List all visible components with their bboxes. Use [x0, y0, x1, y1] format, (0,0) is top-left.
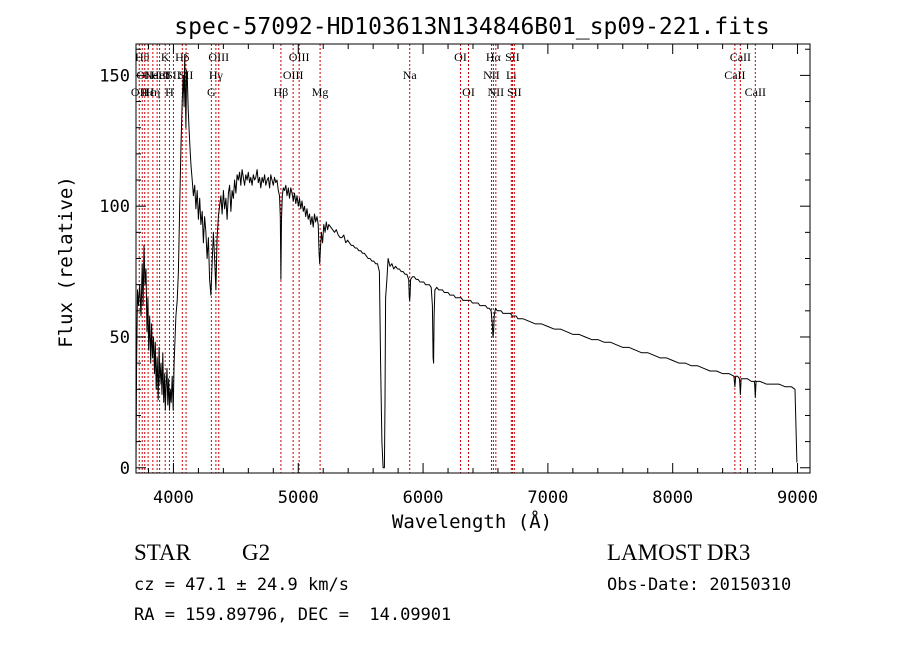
line-marker-label: Mg — [312, 85, 329, 99]
line-marker-label: H — [165, 85, 174, 99]
line-marker-label: Hδ — [175, 50, 190, 64]
tick-label: 50 — [110, 328, 130, 348]
line-marker-label: CaII — [745, 85, 766, 99]
tick-label: 4000 — [153, 488, 194, 508]
line-marker-label: Hε — [141, 85, 155, 99]
line-marker-label: OIII — [283, 68, 304, 82]
line-marker-label: NII — [488, 85, 505, 99]
spectrum-series — [135, 54, 798, 469]
chart-title: spec-57092-HD103613N134846B01_sp09-221.f… — [174, 14, 769, 40]
radec-text: RA = 159.89796, DEC = 14.09901 — [134, 605, 451, 625]
line-marker-label: NII — [483, 68, 500, 82]
x-axis-label: Wavelength (Å) — [392, 510, 552, 533]
plot-frame — [135, 43, 811, 474]
survey-name: LAMOST DR3 — [607, 540, 750, 565]
line-marker-label: OI — [454, 50, 467, 64]
line-marker-label: G — [207, 85, 216, 99]
line-marker-label: OI — [462, 85, 475, 99]
line-marker-label: OIII — [289, 50, 310, 64]
line-marker-label: Hβ — [274, 85, 289, 99]
tick-label: 100 — [99, 197, 130, 217]
y-axis-label: Flux (relative) — [55, 176, 77, 348]
line-marker-label: K — [161, 50, 170, 64]
line-marker-label: Hη — [145, 85, 160, 99]
line-marker-label: Li — [506, 68, 517, 82]
line-marker-label: NeIII — [144, 68, 170, 82]
tick-label: 6000 — [403, 488, 444, 508]
line-marker-label: OIII — [208, 50, 229, 64]
line-marker-label: SII — [507, 85, 522, 99]
line-marker-label: SII — [505, 50, 520, 64]
tick-label: 0 — [120, 459, 130, 479]
line-marker-label: CaII — [724, 68, 745, 82]
tick-label: 8000 — [652, 488, 693, 508]
spectrum-line — [135, 54, 798, 469]
line-marker-label: CaII — [730, 50, 751, 64]
tick-label: 9000 — [777, 488, 818, 508]
object-class: STAR — [134, 540, 192, 565]
line-marker-label: HeI — [151, 68, 169, 82]
tick-label: 7000 — [527, 488, 568, 508]
line-marker-label: Hα — [486, 50, 502, 64]
line-marker-label: SII — [166, 68, 181, 82]
line-marker-label: Na — [403, 68, 418, 82]
tick-label: 150 — [99, 66, 130, 86]
line-marker-label: Hθ — [135, 50, 150, 64]
object-subclass: G2 — [242, 540, 270, 565]
axis-ticks: 4000 5000 6000 7000 8000 9000 0 50 100 150 — [99, 44, 818, 508]
line-marker-label: Hγ — [209, 68, 224, 82]
line-markers: OIIHθOIIHεHηNeIIIHeIKHSIIHδSIIGHγOIIIHβO… — [131, 44, 766, 473]
tick-label: 5000 — [278, 488, 319, 508]
redshift-text: cz = 47.1 ± 24.9 km/s — [134, 575, 349, 595]
obs-date-text: Obs-Date: 20150310 — [607, 575, 791, 595]
line-marker-label: OII — [131, 85, 148, 99]
